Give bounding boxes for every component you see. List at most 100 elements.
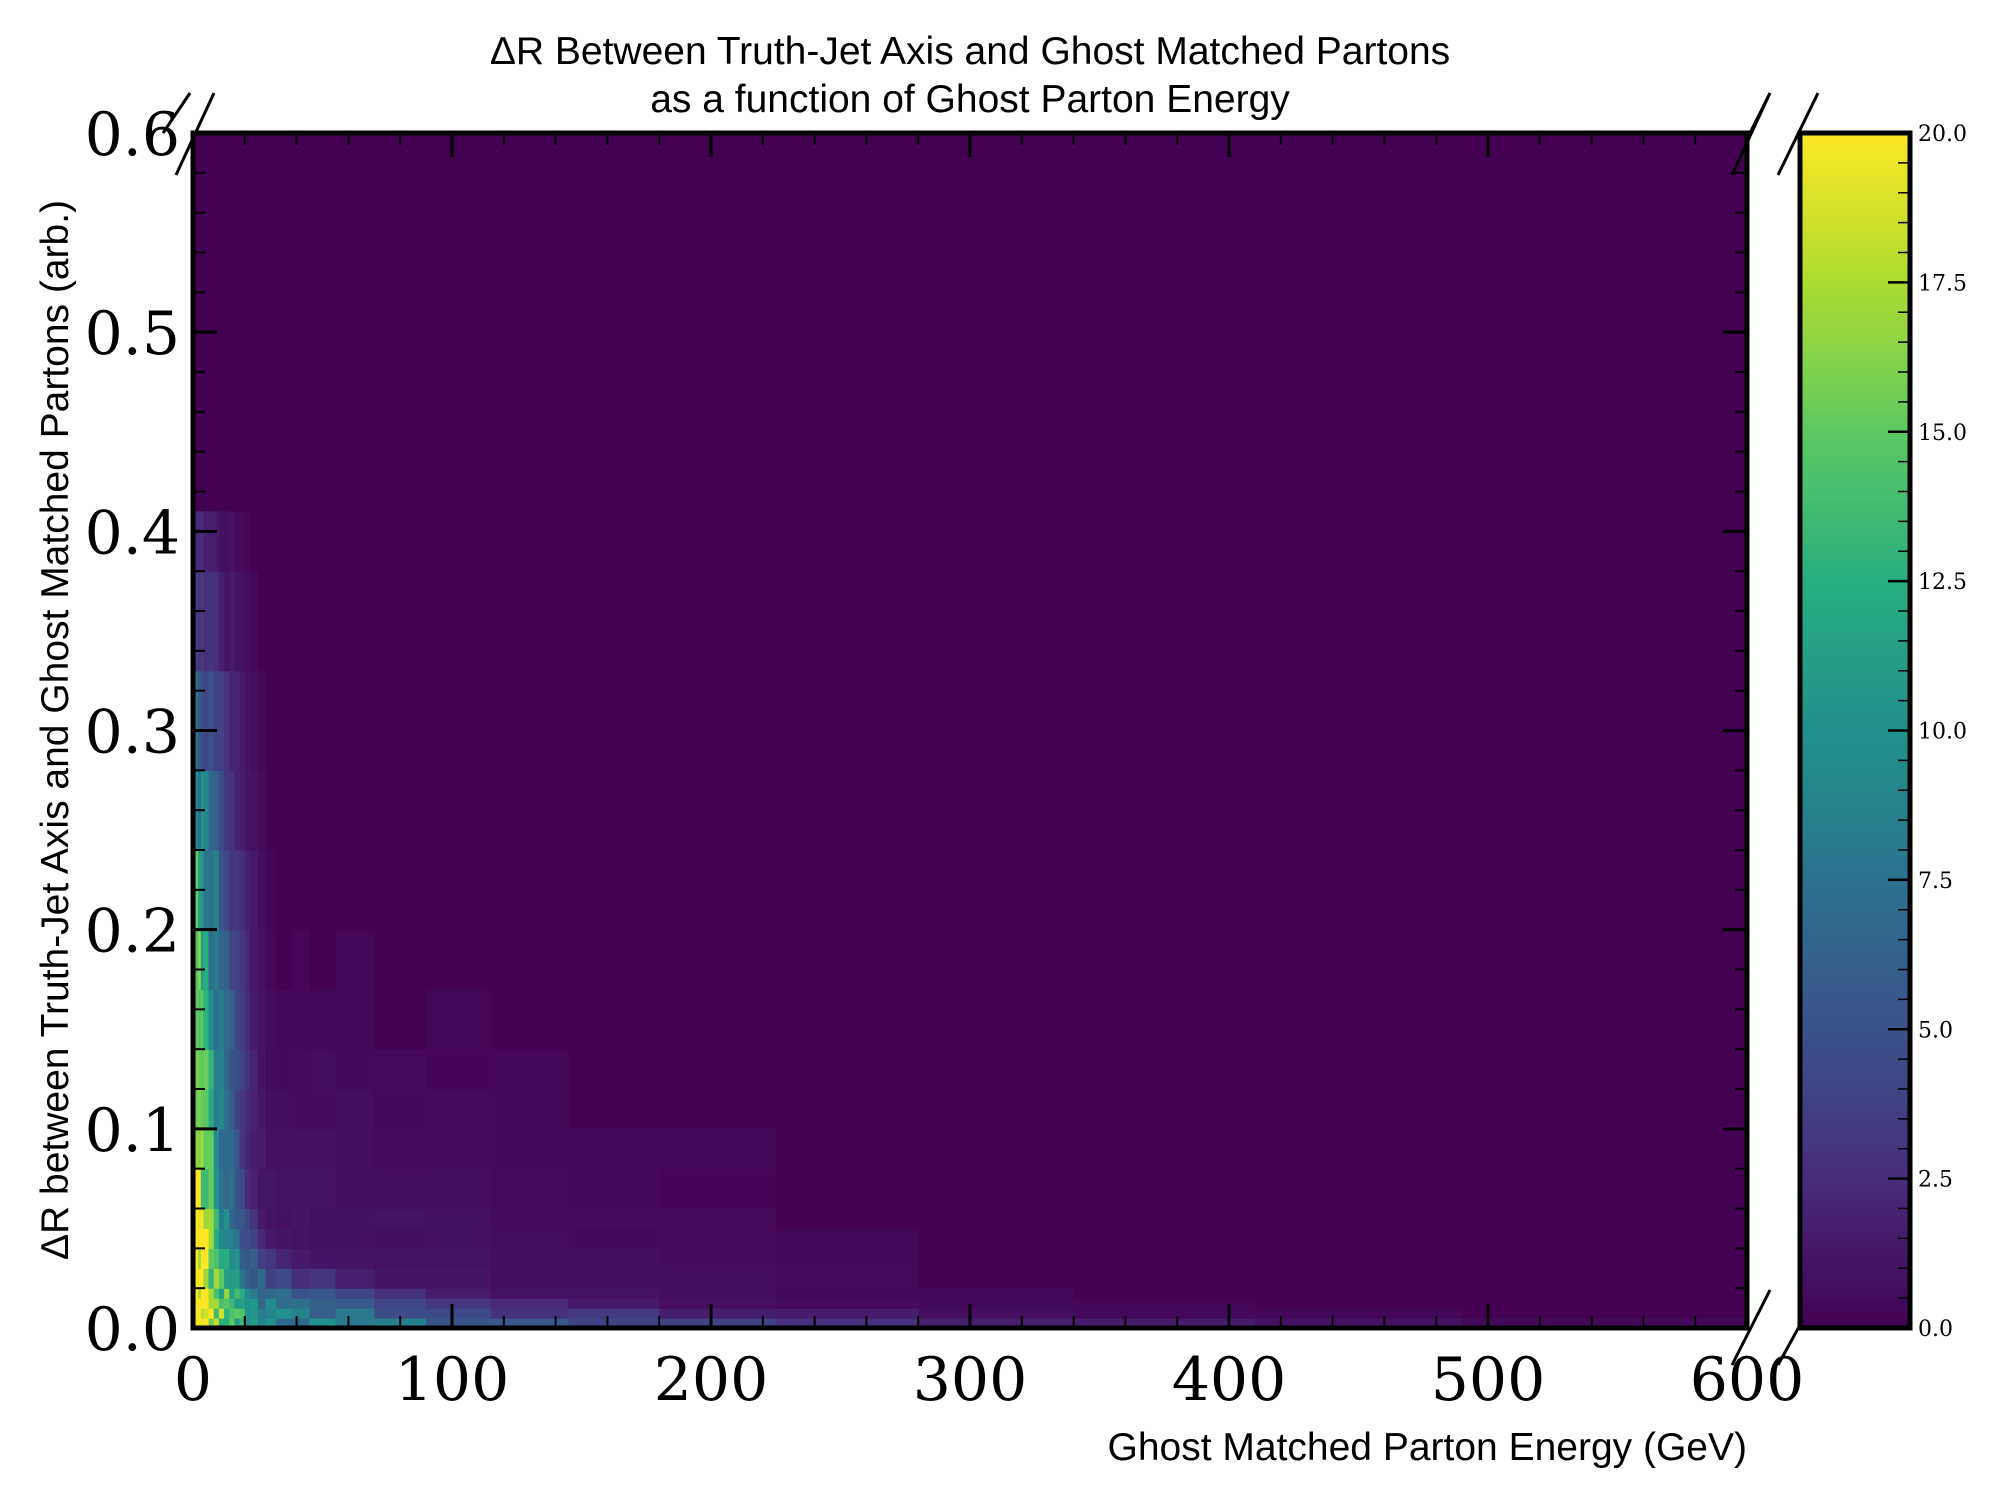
heatmap-cell	[195, 1049, 199, 1090]
heatmap-cell	[257, 1128, 267, 1170]
heatmap-cell	[426, 1298, 492, 1309]
heatmap-cell	[234, 1308, 241, 1319]
heatmap-cell	[249, 670, 259, 771]
heatmap-cell	[208, 511, 215, 572]
heatmap-cell	[213, 1288, 220, 1299]
heatmap-cell	[234, 1208, 241, 1230]
heatmap-cell	[208, 1049, 215, 1090]
heatmap-cell	[198, 571, 202, 672]
heatmap-cell	[265, 1248, 277, 1269]
heatmap-cell	[257, 1298, 267, 1309]
heatmap-cell	[239, 1248, 246, 1269]
heatmap-cell	[218, 670, 225, 771]
colorbar-tick-label: 2.5	[1918, 1168, 1953, 1193]
heatmap-cell	[568, 1308, 660, 1319]
heatmap-cell	[275, 1288, 293, 1299]
heatmap-cell	[195, 1248, 199, 1269]
heatmap-cell	[239, 1168, 246, 1210]
heatmap-cell	[208, 850, 215, 931]
heatmap-cell	[265, 1128, 277, 1170]
heatmap-cell	[568, 1248, 660, 1269]
heatmap-cell	[234, 511, 241, 572]
heatmap-cell	[229, 1228, 236, 1249]
colorbar-tick-label: 17.5	[1918, 271, 1967, 296]
heatmap-cell	[203, 1298, 210, 1309]
heatmap-cell	[203, 511, 210, 572]
heatmap-cell	[265, 1318, 277, 1328]
heatmap-cell	[234, 1248, 241, 1269]
heatmap-cell	[244, 1268, 251, 1289]
heatmap-cell	[490, 1308, 570, 1319]
heatmap-cell	[208, 1268, 215, 1289]
heatmap-cell	[229, 1248, 236, 1269]
colorbar-tick-label: 15.0	[1918, 421, 1967, 446]
heatmap-cell	[249, 1268, 259, 1289]
heatmap-cell	[203, 989, 210, 1050]
heatmap-cell	[224, 1298, 230, 1309]
heatmap-cell	[224, 1308, 230, 1319]
heatmap-cell	[213, 929, 220, 991]
heatmap-cell	[265, 1268, 277, 1289]
heatmap-cell	[198, 989, 202, 1050]
heatmap-cell	[490, 1168, 570, 1210]
heatmap-cell	[218, 1168, 225, 1210]
heatmap-cell	[203, 1308, 210, 1319]
break-mark-top-left	[161, 92, 192, 134]
heatmap-cell	[234, 1049, 241, 1090]
heatmap-cell	[275, 1268, 293, 1289]
heatmap-cell	[568, 1168, 660, 1210]
heatmap-cell	[224, 770, 230, 851]
heatmap-cell	[659, 1208, 777, 1230]
heatmap-cell	[249, 989, 259, 1050]
heatmap-cell	[244, 1049, 251, 1090]
heatmap-cell	[659, 1288, 777, 1299]
heatmap-cell	[249, 770, 259, 851]
y-tick-label: 0.1	[85, 1096, 180, 1166]
heatmap-cell	[257, 1288, 267, 1299]
heatmap-cell	[659, 1298, 777, 1309]
heatmap-cell	[257, 989, 267, 1050]
heatmap-cell	[234, 989, 241, 1050]
heatmap-cell	[213, 1089, 220, 1130]
heatmap-cell	[200, 1049, 204, 1090]
heatmap-cell	[309, 1288, 337, 1299]
heatmap-cell	[309, 1248, 337, 1269]
heatmap-cell	[234, 1128, 241, 1170]
heatmap-cell	[490, 1208, 570, 1230]
heatmap-cell	[198, 1049, 202, 1090]
heatmap-cell	[198, 1298, 202, 1309]
heatmap-cell	[200, 1268, 204, 1289]
heatmap-cell	[218, 850, 225, 931]
heatmap-cell	[275, 1318, 293, 1328]
heatmap-cell	[224, 511, 230, 572]
heatmap-cell	[1254, 1318, 1463, 1328]
heatmap-cell	[275, 1248, 293, 1269]
colorbar-tick-label: 7.5	[1918, 869, 1953, 894]
heatmap-cell	[208, 1248, 215, 1269]
heatmap-cell	[309, 1049, 337, 1090]
heatmap-cell	[257, 1308, 267, 1319]
heatmap-cell	[309, 1228, 337, 1249]
heatmap-cell	[244, 989, 251, 1050]
heatmap-cell	[203, 1248, 210, 1269]
heatmap-cell	[374, 1268, 427, 1289]
heatmap-cell	[198, 1268, 202, 1289]
heatmap-cell	[374, 1248, 427, 1269]
heatmap-cell	[229, 1298, 236, 1309]
heatmap-cell	[234, 770, 241, 851]
heatmap-cell	[775, 1248, 919, 1269]
heatmap-cell	[659, 1128, 777, 1170]
heatmap-cell	[1254, 1308, 1463, 1319]
heatmap-cell	[203, 1208, 210, 1230]
heatmap-cell	[568, 1318, 660, 1328]
heatmap-cell	[568, 1288, 660, 1299]
break-mark-top-right-2	[1730, 92, 1772, 176]
heatmap-cell	[244, 1248, 251, 1269]
x-tick-label: 400	[1172, 1345, 1287, 1415]
heatmap-cell	[224, 1318, 230, 1328]
heatmap-cell	[257, 1168, 267, 1210]
heatmap-cell	[203, 1288, 210, 1299]
heatmap-cell	[224, 571, 230, 672]
heatmap-cell	[291, 1308, 311, 1319]
heatmap-cell	[224, 1089, 230, 1130]
